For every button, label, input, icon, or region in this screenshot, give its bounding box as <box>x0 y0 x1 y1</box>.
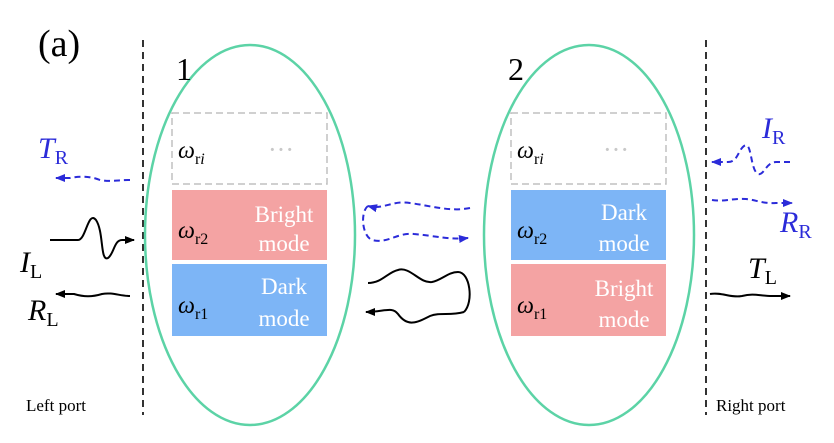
incident-right-arrow <box>711 144 790 176</box>
mode-type-line2: mode <box>598 307 649 332</box>
mode-type-line2: mode <box>258 306 309 331</box>
I_R-label: IR <box>761 112 786 149</box>
resonator-2-label: 2 <box>508 51 524 87</box>
resonator-2-mode-r2: ωr2 Dark mode <box>511 190 666 260</box>
mode-symbol: ωr1 <box>178 293 208 323</box>
mode-type-line2: mode <box>258 231 309 256</box>
resonator-2-mode-ri: ωri ··· <box>510 112 667 185</box>
mode-type-line1: Dark <box>601 200 647 225</box>
backward-coupling-return <box>362 205 469 243</box>
forward-coupling-head <box>455 272 466 284</box>
mode-symbol: ωr2 <box>178 218 208 248</box>
T_R-label: TR <box>38 132 69 169</box>
resonator-1-label: 1 <box>176 51 192 87</box>
mode-symbol: ωr1 <box>517 293 547 323</box>
resonator-1-mode-ri: ωri ··· <box>171 112 328 185</box>
mode-symbol: ωri <box>178 138 205 168</box>
R_R-label: RR <box>779 206 812 243</box>
placeholder-dots: ··· <box>603 135 629 164</box>
left-port-label: Left port <box>26 396 86 415</box>
mode-type-line1: Dark <box>261 274 307 299</box>
T_L-label: TL <box>748 252 777 289</box>
resonator-2-ellipse <box>482 43 696 427</box>
panel-label: (a) <box>38 23 80 65</box>
resonator-1-ellipse <box>143 43 357 427</box>
resonator-1-mode-r2: ωr2 Bright mode <box>172 190 327 260</box>
transmitted-left-arrow <box>709 292 791 300</box>
R_L-label: RL <box>27 294 59 331</box>
mode-symbol: ωri <box>517 138 544 168</box>
placeholder-dots: ··· <box>268 135 294 164</box>
I_L-label: IL <box>19 246 42 283</box>
forward-coupling-return <box>365 307 465 324</box>
reflected-right-arrow <box>711 197 793 207</box>
forward-coupling-loop <box>367 268 471 313</box>
resonator-1-mode-r1: ωr1 Dark mode <box>172 264 327 336</box>
resonator-2-mode-r1: ωr1 Bright mode <box>511 264 666 336</box>
mode-type-line1: Bright <box>255 202 314 227</box>
mode-type-line1: Bright <box>595 276 654 301</box>
right-port-label: Right port <box>716 396 786 415</box>
reflected-left-arrow <box>55 290 131 298</box>
backward-coupling-loop <box>367 201 471 213</box>
incident-left-arrow <box>50 216 135 260</box>
mode-symbol: ωr2 <box>517 218 547 248</box>
transmitted-right-arrow <box>55 174 131 182</box>
mode-type-line2: mode <box>598 231 649 256</box>
